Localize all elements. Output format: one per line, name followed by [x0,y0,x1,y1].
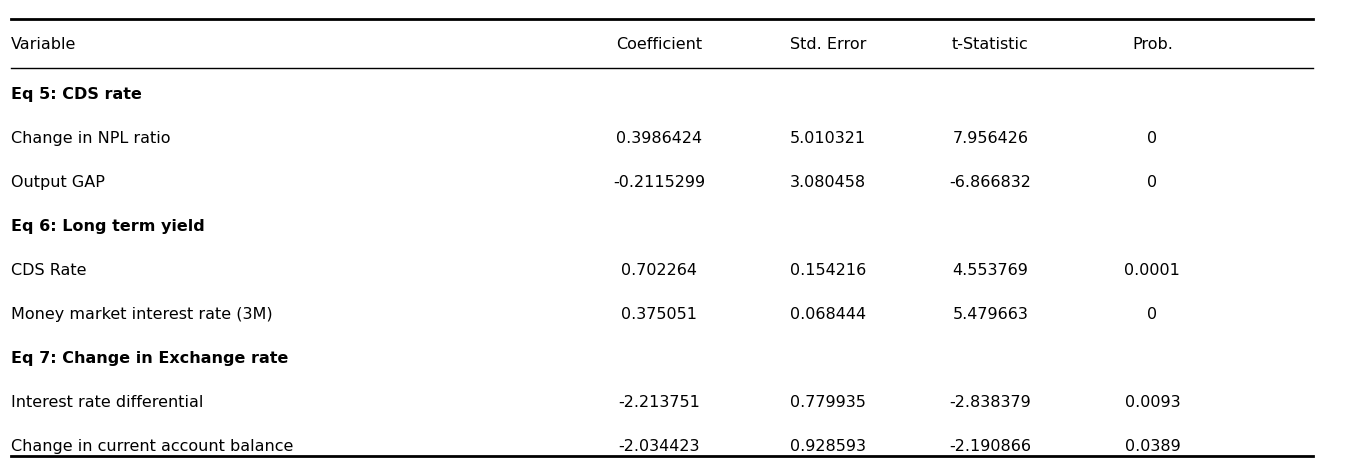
Text: 7.956426: 7.956426 [952,131,1028,146]
Text: t-Statistic: t-Statistic [952,37,1028,52]
Text: 0.928593: 0.928593 [790,439,866,454]
Text: -2.190866: -2.190866 [950,439,1031,454]
Text: 0: 0 [1147,307,1158,322]
Text: 5.479663: 5.479663 [952,307,1028,322]
Text: 0.154216: 0.154216 [790,263,866,278]
Text: Eq 6: Long term yield: Eq 6: Long term yield [11,219,204,234]
Text: Eq 5: CDS rate: Eq 5: CDS rate [11,87,142,102]
Text: 0.702264: 0.702264 [621,263,697,278]
Text: 3.080458: 3.080458 [790,175,866,190]
Text: 0.0001: 0.0001 [1124,263,1181,278]
Text: -0.2115299: -0.2115299 [613,175,705,190]
Text: Coefficient: Coefficient [616,37,703,52]
Text: 0.375051: 0.375051 [621,307,697,322]
Text: -6.866832: -6.866832 [950,175,1031,190]
Text: Change in current account balance: Change in current account balance [11,439,293,454]
Text: Money market interest rate (3M): Money market interest rate (3M) [11,307,273,322]
Text: 0.0389: 0.0389 [1124,439,1181,454]
Text: -2.213751: -2.213751 [619,395,700,410]
Text: 5.010321: 5.010321 [790,131,866,146]
Text: 0.779935: 0.779935 [790,395,866,410]
Text: -2.034423: -2.034423 [619,439,700,454]
Text: 0: 0 [1147,131,1158,146]
Text: Prob.: Prob. [1132,37,1173,52]
Text: 0.0093: 0.0093 [1124,395,1181,410]
Text: Change in NPL ratio: Change in NPL ratio [11,131,170,146]
Text: -2.838379: -2.838379 [950,395,1031,410]
Text: Eq 7: Change in Exchange rate: Eq 7: Change in Exchange rate [11,351,288,366]
Text: Output GAP: Output GAP [11,175,104,190]
Text: Std. Error: Std. Error [790,37,866,52]
Text: 4.553769: 4.553769 [952,263,1028,278]
Text: 0.3986424: 0.3986424 [616,131,703,146]
Text: Variable: Variable [11,37,76,52]
Text: 0.068444: 0.068444 [790,307,866,322]
Text: Interest rate differential: Interest rate differential [11,395,203,410]
Text: CDS Rate: CDS Rate [11,263,86,278]
Text: 0: 0 [1147,175,1158,190]
